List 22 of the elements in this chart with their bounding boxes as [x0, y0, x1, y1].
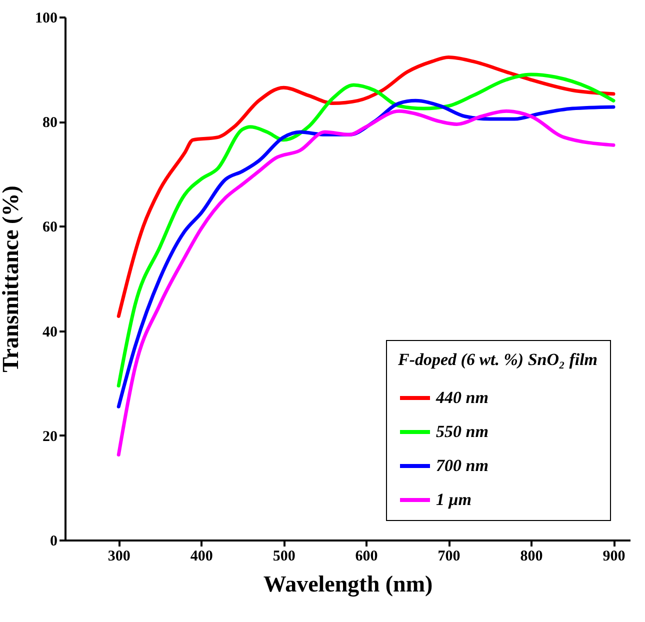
y-tick-label: 40: [42, 324, 58, 340]
legend-label: 1 μm: [436, 490, 472, 509]
y-tick-label: 60: [42, 220, 58, 236]
legend-label: 550 nm: [436, 422, 488, 441]
y-axis-title: Transmittance (%): [0, 186, 23, 372]
legend-title: F-doped (6 wt. %) SnO₂ film: [397, 350, 598, 369]
x-tick-label: 800: [520, 548, 543, 564]
x-tick-label: 700: [438, 548, 460, 564]
y-tick-label: 0: [50, 534, 58, 550]
x-tick-label: 900: [602, 548, 626, 564]
x-tick-label: 400: [190, 548, 213, 564]
y-tick-label: 100: [35, 10, 58, 26]
y-tick-label: 20: [42, 428, 58, 445]
legend-label: 700 nm: [436, 456, 488, 475]
x-tick-label: 300: [108, 548, 130, 564]
legend-label: 440 nm: [435, 388, 488, 407]
x-tick-label: 500: [272, 548, 296, 564]
line-series: [116, 56, 616, 318]
x-tick-label: 600: [355, 548, 378, 564]
line-series: [116, 109, 616, 456]
y-tick-label: 80: [42, 115, 58, 132]
x-axis-title: Wavelength (nm): [263, 572, 433, 598]
